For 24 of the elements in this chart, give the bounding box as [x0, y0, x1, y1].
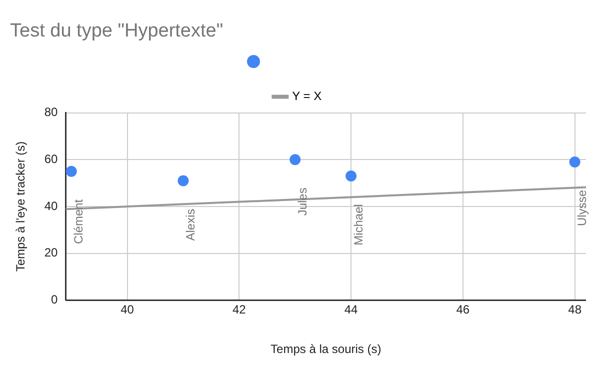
annotation: Alexis [184, 208, 198, 241]
legend-label: Y = X [292, 89, 322, 104]
annotation: Ulysse [575, 190, 590, 226]
y-tick-label: 80 [44, 105, 58, 120]
point [569, 156, 580, 168]
x-tick-label: 46 [456, 302, 470, 317]
point [346, 170, 357, 182]
annotation: Jules [295, 188, 310, 216]
point [290, 154, 301, 166]
x-tick-label: 44 [344, 302, 358, 317]
x-tick-label: 48 [568, 302, 582, 317]
annotation: Michael [351, 204, 366, 246]
chart-title: Test du type "Hypertexte" [10, 20, 224, 42]
x-tick-label: 42 [232, 302, 246, 317]
y-tick-label: 20 [44, 246, 58, 260]
y-axis-title: Temps à l'eye tracker (s) [14, 141, 28, 272]
annotation: Clément [72, 198, 86, 244]
point [178, 175, 189, 186]
x-tick-label: 40 [120, 302, 134, 317]
y-tick-label: 0 [51, 292, 58, 307]
x-axis-title: Temps à la souris (s) [270, 342, 382, 356]
point [66, 166, 77, 177]
y-tick-label: 60 [44, 152, 58, 166]
y-tick-label: 40 [44, 198, 58, 213]
